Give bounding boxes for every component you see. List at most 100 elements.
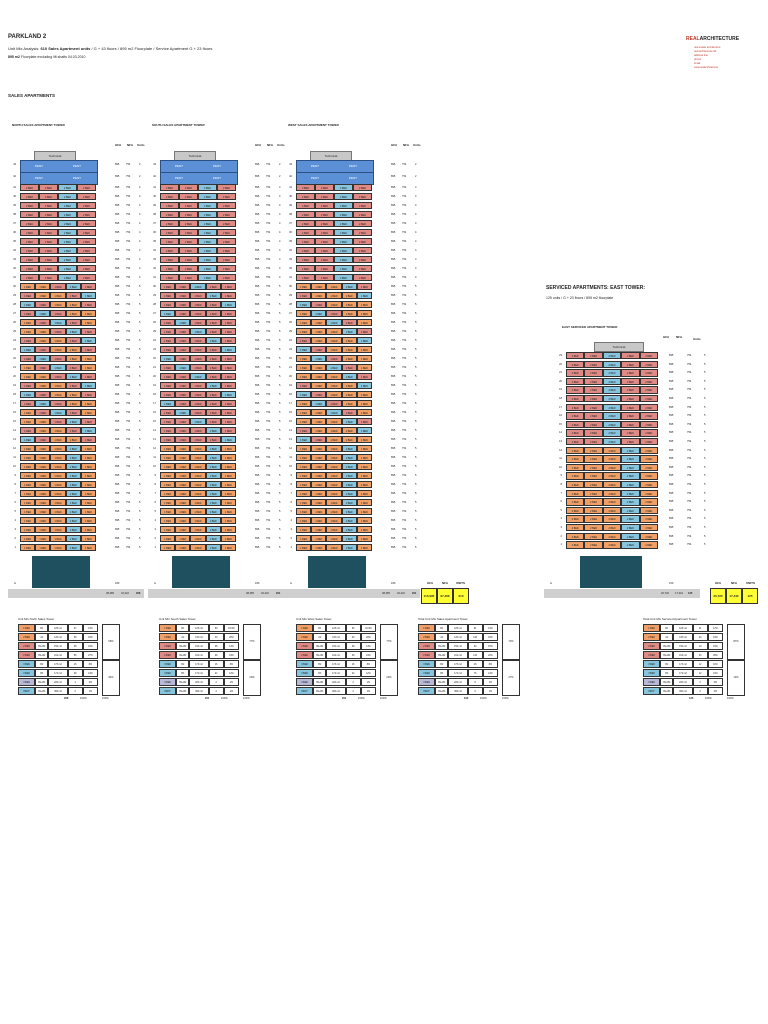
unit-cell: 1 BED — [190, 499, 206, 507]
row-nfa: 754 — [126, 492, 131, 495]
unit-cell: 1 BED — [311, 382, 327, 390]
unit-cell: 2 BED — [639, 360, 659, 368]
unit-floor-row: 1 BED 1 BED 1 BED 1 BED 1 BED — [296, 346, 373, 354]
mix-table-row: 3 BED B3 172 m2 24 12% — [296, 669, 377, 677]
unit-floor-row: 2 BED 2 BED 2 BED 2 BED — [296, 220, 372, 228]
mix-total-pct2: 100% — [243, 697, 250, 700]
unit-cell: 1 BED — [175, 319, 191, 327]
unit-cell: 1 BED — [190, 292, 206, 300]
unit-cell: 1 BED — [311, 508, 327, 516]
unit-cell: 1 BED — [20, 499, 36, 507]
row-gfa: 895 — [255, 163, 260, 166]
penthouse-label: PENT — [35, 164, 44, 168]
unit-cell: 1 BED — [356, 292, 373, 300]
floor-number: 5 — [560, 508, 562, 512]
mix-table-cell: 162 m2 — [326, 651, 346, 659]
unit-cell: 2 BED — [39, 274, 58, 282]
row-nfa: 754 — [402, 267, 407, 270]
mix-table-cell: 3 BED — [18, 660, 36, 668]
floor-number: 8 — [154, 483, 156, 486]
ground-gfa: 180 — [255, 582, 260, 585]
row-nfa: 754 — [266, 330, 271, 333]
unit-floor-row: 1 BED 1 BED 1 BED 1 BED 1 BED — [20, 463, 97, 471]
unit-cell: 1 BED — [175, 481, 191, 489]
mix-pct-b: 23% — [243, 660, 261, 696]
floor-number: 33 — [13, 258, 16, 261]
unit-cell: 2 BED — [20, 238, 39, 246]
mix-table-cell: 2 — [692, 678, 708, 686]
unit-floor-row: 2 BED 2 BED 2 BED 2 BED — [20, 211, 96, 219]
unit-cell: 2 BED — [602, 506, 622, 515]
tower-units-total: 125 — [688, 592, 693, 595]
row-gfa: 895 — [115, 276, 120, 279]
unit-cell: 2 BED — [20, 256, 39, 264]
mix-table-cell: 40 — [208, 633, 224, 641]
row-gfa: 895 — [391, 366, 396, 369]
unit-cell: 2 BED — [602, 498, 622, 506]
floor-number: 38 — [13, 213, 16, 216]
mix-table-cell: 1 BED — [418, 624, 436, 632]
row-units: 4 — [279, 267, 281, 270]
row-nfa: 754 — [402, 222, 407, 225]
unit-cell: 1 BED — [341, 283, 357, 291]
unit-cell: 1 BED — [190, 283, 206, 291]
unit-cell: 1 BED — [296, 427, 312, 435]
row-nfa: 754 — [126, 438, 131, 441]
unit-cell: 1 BED — [65, 292, 81, 300]
unit-floor-row: 2 BED 2 BED 2 BED 2 BED 2 BED — [566, 489, 659, 497]
unit-cell: 1 BED — [296, 328, 312, 336]
unit-cell: 1 BED — [35, 355, 51, 363]
unit-cell: 1 BED — [175, 427, 191, 435]
row-nfa: 754 — [402, 402, 407, 405]
row-nfa: 754 — [126, 222, 131, 225]
unit-cell: 1 BED — [35, 508, 51, 516]
unit-cell: 1 BED — [190, 463, 206, 471]
unit-cell: 1 BED — [35, 517, 51, 525]
unit-floor-row: 2 BED 2 BED 2 BED 2 BED — [296, 238, 372, 246]
row-units: 5 — [139, 357, 141, 360]
unit-cell: 1 BED — [35, 481, 51, 489]
floor-number: 6 — [290, 501, 292, 504]
floor-number: 31 — [153, 276, 156, 279]
row-units: 5 — [415, 474, 417, 477]
mix-table-title: Total Unit Mix Sales Apartment Tower — [418, 617, 468, 621]
unit-cell: 1 BED — [356, 472, 373, 480]
row-units: 5 — [704, 534, 706, 538]
mix-table-cell: 38 — [67, 642, 83, 650]
unit-cell: 1 BED — [175, 283, 191, 291]
unit-cell: 1 BED — [50, 310, 66, 318]
row-nfa: 754 — [402, 447, 407, 450]
unit-cell: 1 BED — [341, 526, 357, 534]
unit-cell: 1 BED — [326, 310, 342, 318]
unit-cell: 2 BED — [179, 229, 198, 237]
row-nfa: 754 — [126, 312, 131, 315]
row-nfa: 754 — [687, 379, 692, 383]
mix-table-cell: B3 — [435, 669, 449, 677]
unit-cell: 1 BED — [296, 337, 312, 345]
floor-number: 20 — [153, 375, 156, 378]
units-header: Units — [277, 143, 285, 147]
unit-cell: 2 BED — [217, 193, 236, 201]
mix-table-cell: 390 m2 — [673, 687, 693, 695]
row-gfa: 895 — [669, 405, 674, 409]
tower-nfa-total: 32,422 — [121, 592, 129, 595]
unit-cell: 1 BED — [326, 328, 342, 336]
unit-cell: 2 BED — [584, 438, 603, 446]
unit-cell: 1 BED — [220, 517, 237, 525]
unit-cell: 1 BED — [296, 418, 312, 426]
unit-floor-row: 2 BED 2 BED 2 BED 2 BED 2 BED — [566, 524, 659, 532]
mix-table-row: 2 BED B1+B2 162 m2 56 27% — [18, 651, 99, 659]
row-nfa: 754 — [126, 456, 131, 459]
mix-table-cell: 21 — [692, 624, 708, 632]
mix-table-cell: 12 — [692, 660, 708, 668]
unit-cell: 2 BED — [20, 193, 39, 201]
mix-table-cell: A2 — [176, 633, 190, 641]
unit-cell: 2 BED — [198, 238, 217, 246]
mix-table-cell: 13% — [82, 624, 99, 632]
unit-cell: 1 BED — [65, 301, 81, 309]
unit-cell: 1 BED — [220, 373, 237, 381]
unit-cell: 1 BED — [356, 517, 373, 525]
unit-cell: 1 BED — [175, 337, 191, 345]
mix-table-cell: 94 — [467, 642, 483, 650]
unit-cell: 2 BED — [217, 229, 236, 237]
